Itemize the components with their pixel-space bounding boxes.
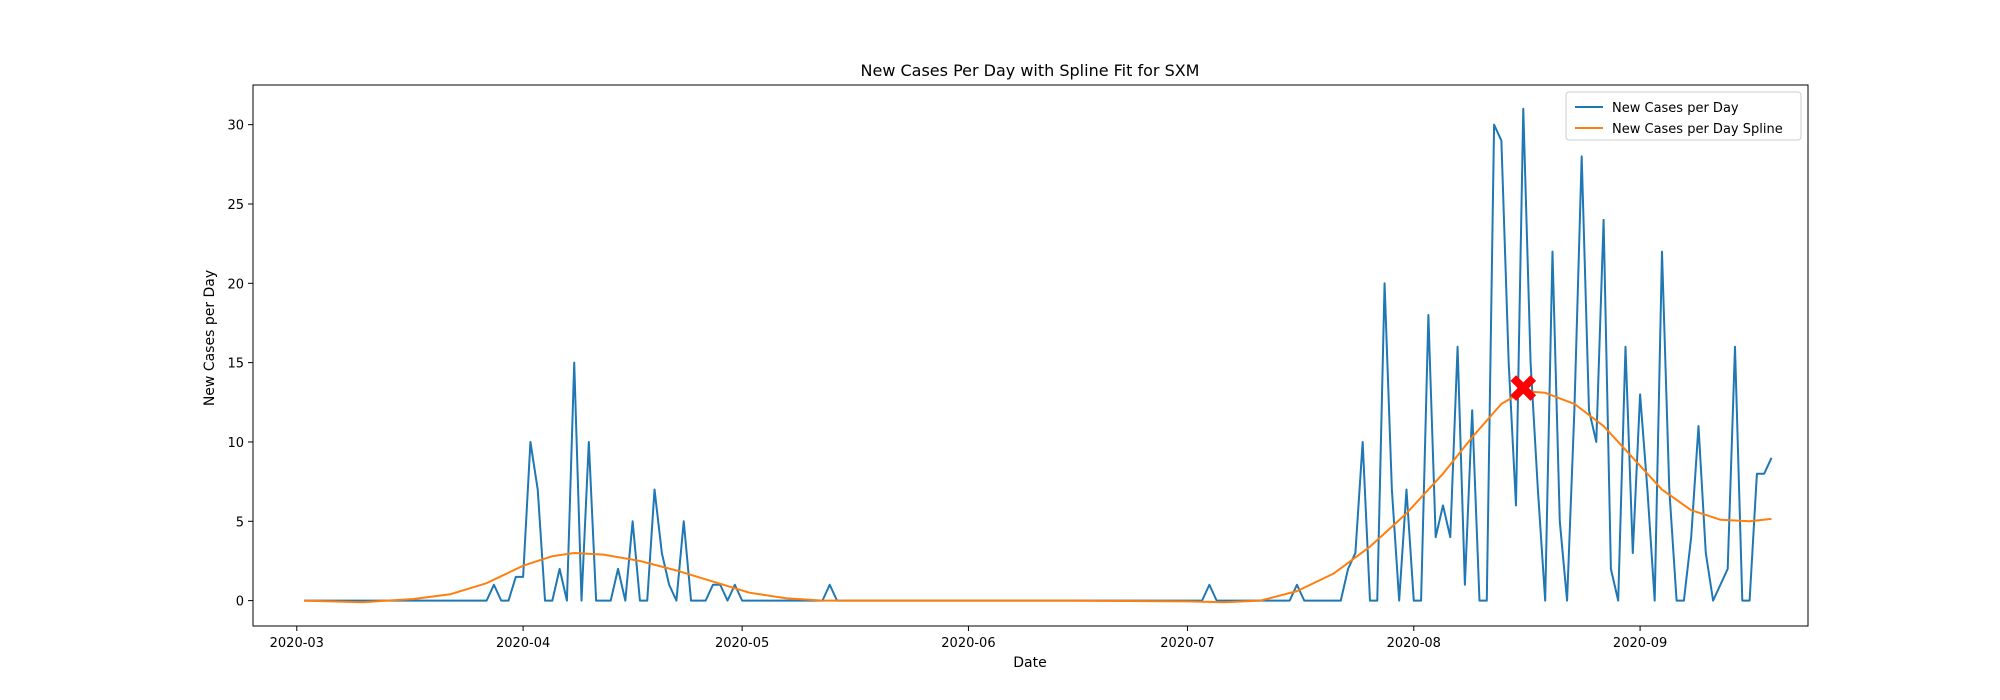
series-layer	[304, 107, 1773, 604]
x-tick-label: 2020-05	[715, 636, 769, 651]
y-tick-label: 30	[227, 119, 244, 134]
legend-label-2: New Cases per Day Spline	[1612, 122, 1783, 137]
x-tick-label: 2020-03	[270, 636, 324, 651]
legend: New Cases per Day New Cases per Day Splin…	[1565, 91, 1802, 141]
y-axis: 0 5 10 15 20 25 30	[227, 119, 253, 610]
y-tick-label: 10	[227, 436, 244, 451]
legend-label-1: New Cases per Day	[1612, 101, 1739, 116]
y-tick-label: 15	[227, 357, 244, 372]
x-tick-label: 2020-09	[1613, 636, 1667, 651]
chart-title: New Cases Per Day with Spline Fit for SX…	[861, 61, 1200, 80]
y-tick-label: 5	[236, 515, 244, 530]
legend-box	[1565, 91, 1802, 141]
x-tick-label: 2020-06	[941, 636, 995, 651]
x-tick-label: 2020-04	[496, 636, 550, 651]
plot-area: 2020-03 2020-04 2020-05 2020-06 2020-07 2020-…	[227, 84, 1809, 651]
peak-marker	[1510, 375, 1537, 401]
x-tick-label: 2020-08	[1387, 636, 1441, 651]
x-axis-label: Date	[1013, 655, 1046, 671]
series-line-1	[304, 107, 1773, 602]
x-axis: 2020-03 2020-04 2020-05 2020-06 2020-07 2020-…	[270, 626, 1667, 651]
marker-layer	[1510, 375, 1537, 401]
y-tick-label: 20	[227, 277, 244, 292]
series-line-2	[304, 390, 1772, 604]
y-tick-label: 25	[227, 198, 244, 213]
plot-frame	[252, 84, 1809, 627]
y-tick-label: 0	[236, 595, 244, 610]
x-tick-label: 2020-07	[1160, 636, 1214, 651]
y-axis-label: New Cases per Day	[202, 270, 218, 406]
peak-marker-shape	[1510, 375, 1537, 401]
